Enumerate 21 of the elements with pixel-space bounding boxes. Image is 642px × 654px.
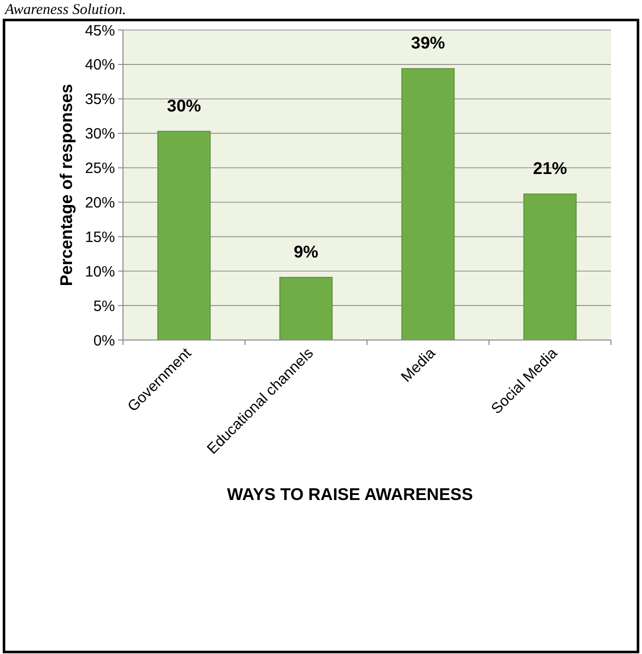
y-tick-label: 10% — [84, 263, 115, 280]
bar — [523, 194, 577, 340]
y-tick-label: 0% — [93, 332, 115, 350]
y-tick-label: 5% — [93, 298, 115, 315]
bar — [157, 130, 211, 340]
y-axis-title: Percentage of responses — [57, 84, 76, 286]
x-axis-title: WAYS TO RAISE AWARENESS — [227, 485, 473, 504]
text: Awareness Solution. — [4, 2, 126, 18]
data-label: 39% — [410, 34, 446, 53]
bar — [279, 276, 333, 340]
y-tick-label: 45% — [84, 22, 115, 40]
bar — [401, 68, 455, 340]
y-tick-label: 15% — [84, 228, 115, 246]
y-tick-label: 40% — [84, 56, 115, 74]
y-tick-label: 25% — [84, 160, 115, 178]
data-label: 30% — [166, 96, 202, 116]
data-label: 9% — [294, 242, 318, 262]
y-tick-label: 20% — [84, 194, 115, 212]
data-label: 21% — [532, 158, 568, 178]
y-tick-label: 30% — [84, 126, 115, 143]
y-tick-label: 35% — [84, 91, 115, 108]
